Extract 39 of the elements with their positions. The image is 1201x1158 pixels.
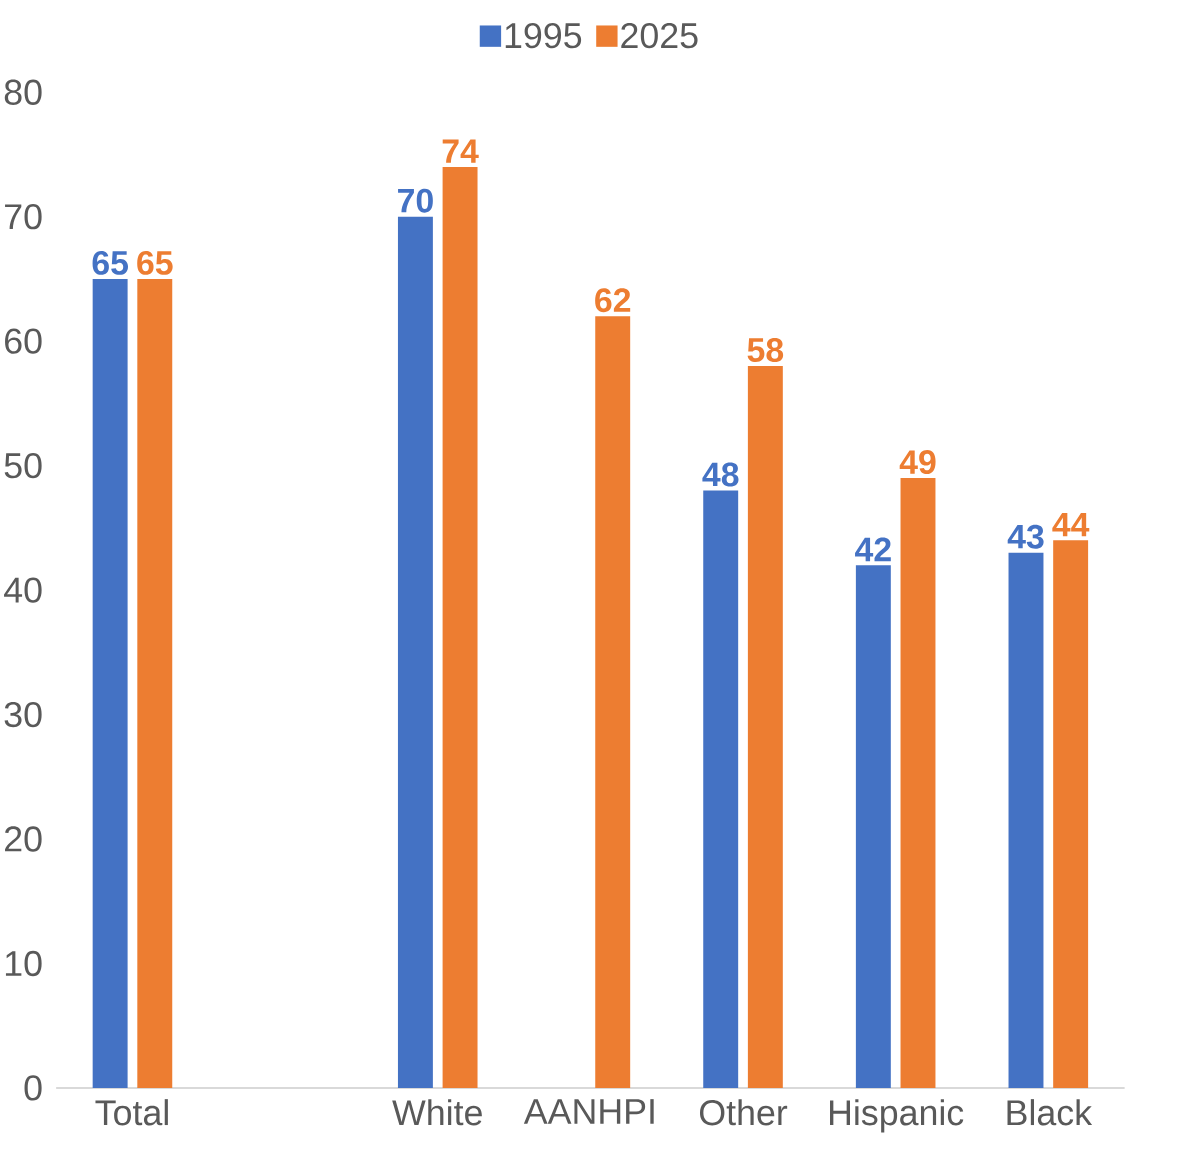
- data-label: 42: [855, 537, 891, 562]
- bar: [397, 216, 433, 1089]
- x-tick-label: White: [392, 1099, 482, 1126]
- bar: [747, 366, 783, 1089]
- y-tick-label: 50: [4, 453, 42, 479]
- data-label: 58: [747, 338, 784, 363]
- data-label: 70: [398, 188, 433, 213]
- y-tick-label: 60: [5, 328, 42, 354]
- data-label: 43: [1007, 524, 1044, 549]
- data-label: 65: [137, 250, 173, 275]
- data-label: 48: [702, 462, 739, 487]
- bar: [442, 167, 478, 1089]
- y-tick-label: 0: [24, 1075, 42, 1101]
- x-tick-label: Black: [1007, 1099, 1093, 1126]
- y-tick-label: 30: [4, 701, 42, 728]
- x-tick-label: AANHPI: [523, 1099, 654, 1124]
- bar: [137, 279, 173, 1089]
- y-tick-label: 10: [5, 950, 42, 977]
- legend-label: 1995: [505, 23, 582, 49]
- y-tick-label: 40: [4, 577, 42, 603]
- data-label: 49: [899, 450, 936, 475]
- data-label: 62: [595, 288, 631, 313]
- bar: [1008, 552, 1044, 1089]
- y-tick-label: 20: [5, 826, 42, 852]
- y-tick-label: 80: [4, 79, 42, 105]
- data-label: 44: [1052, 513, 1090, 537]
- bar: [900, 478, 936, 1089]
- legend-label: 2025: [621, 23, 698, 49]
- bar: [1053, 540, 1089, 1089]
- x-tick-label: Hispanic: [830, 1099, 964, 1133]
- data-label: 74: [442, 139, 479, 163]
- x-tick-label: Total: [95, 1099, 168, 1126]
- bar: [92, 279, 128, 1089]
- bar: [595, 316, 631, 1089]
- data-label: 65: [92, 250, 129, 275]
- x-tick-label: Other: [699, 1099, 788, 1126]
- y-tick-label: 70: [5, 204, 42, 230]
- bar: [703, 490, 739, 1089]
- bar: [855, 565, 891, 1089]
